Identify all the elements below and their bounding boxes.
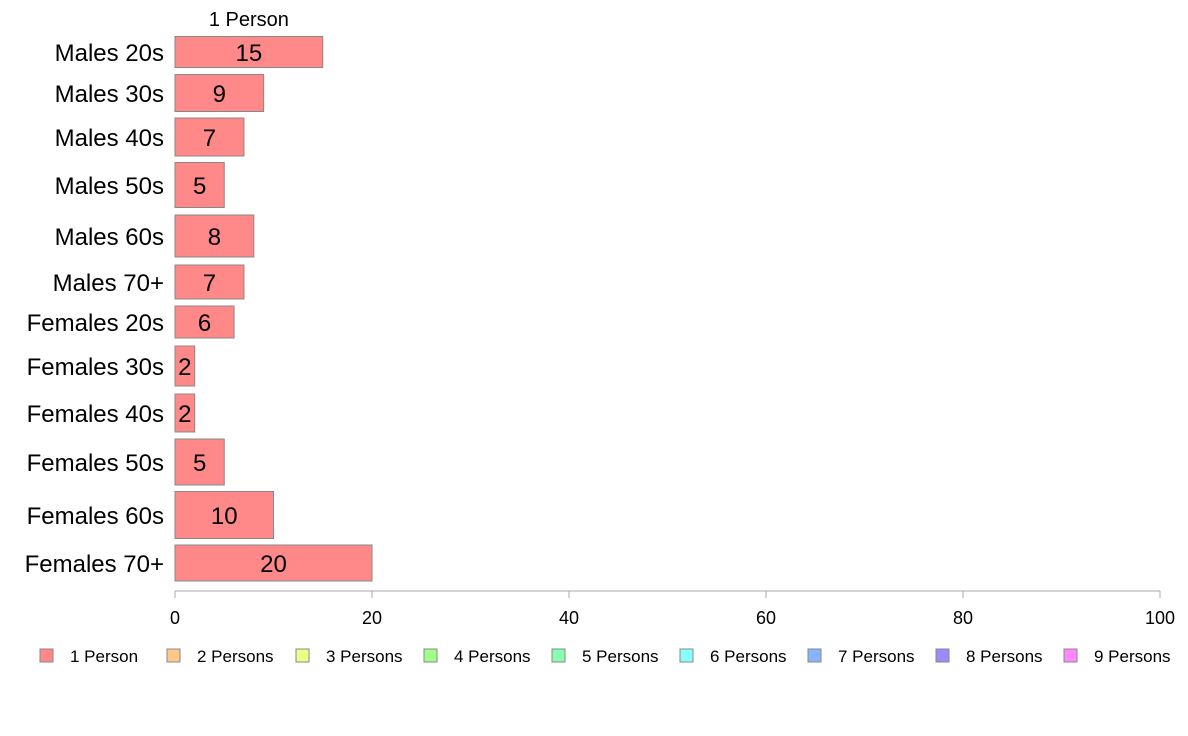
- column-header: 1 Person: [209, 9, 289, 31]
- value-label: 9: [213, 81, 226, 108]
- legend-label: 1 Person: [70, 647, 138, 666]
- legend-swatch: [807, 648, 822, 663]
- x-tick-label: 40: [559, 608, 579, 628]
- legend-swatch: [1063, 648, 1078, 663]
- category-label: Males 60s: [55, 224, 164, 251]
- value-label: 20: [260, 551, 287, 578]
- category-label: Males 50s: [55, 173, 164, 200]
- legend-label: 2 Persons: [197, 647, 274, 666]
- value-label: 7: [203, 125, 216, 152]
- category-label: Males 30s: [55, 81, 164, 108]
- value-label: 5: [193, 450, 206, 477]
- legend-swatch: [423, 648, 438, 663]
- legend-swatch: [39, 648, 54, 663]
- legend-label: 7 Persons: [838, 647, 915, 666]
- category-label: Females 20s: [27, 310, 164, 337]
- legend-swatch: [551, 648, 566, 663]
- x-axis: 0 20 40 60 80 100: [170, 590, 1175, 628]
- bar: [174, 36, 324, 68]
- value-label: 5: [193, 173, 206, 200]
- bar: [174, 491, 274, 539]
- x-tick-label: 80: [953, 608, 973, 628]
- category-label: Males 40s: [55, 125, 164, 152]
- category-label: Females 50s: [27, 450, 164, 477]
- category-label: Males 20s: [55, 40, 164, 67]
- x-tick-label: 20: [362, 608, 382, 628]
- bar: [174, 264, 245, 300]
- bar: [174, 117, 245, 157]
- category-label: Females 40s: [27, 401, 164, 428]
- value-label: 2: [178, 401, 191, 428]
- value-label: 6: [198, 310, 211, 337]
- category-label: Females 60s: [27, 503, 164, 530]
- x-tick-label: 60: [756, 608, 776, 628]
- legend-swatch: [166, 648, 181, 663]
- legend-swatch: [295, 648, 310, 663]
- bar: [174, 214, 255, 258]
- bar: [174, 305, 235, 339]
- category-labels: Males 20s Males 30s Males 40s Males 50s Male…: [25, 40, 164, 578]
- category-label: Females 30s: [27, 354, 164, 381]
- legend-swatch: [679, 648, 694, 663]
- bar: [174, 162, 225, 208]
- bar: [174, 74, 265, 112]
- bar: [174, 345, 196, 387]
- legend-label: 9 Persons: [1094, 647, 1171, 666]
- legend-swatch: [935, 648, 950, 663]
- x-tick-label: 0: [170, 608, 180, 628]
- bars: [174, 36, 373, 582]
- legend-label: 5 Persons: [582, 647, 659, 666]
- legend-label: 4 Persons: [454, 647, 531, 666]
- category-label: Females 70+: [25, 551, 164, 578]
- x-tick-label: 100: [1145, 608, 1175, 628]
- bar: [174, 438, 225, 486]
- legend-label: 8 Persons: [966, 647, 1043, 666]
- value-label: 10: [211, 503, 238, 530]
- value-label: 15: [236, 40, 263, 67]
- value-label: 7: [203, 270, 216, 297]
- bar: [174, 393, 196, 433]
- legend: 1 Person 2 Persons 3 Persons 4 Persons 5 Per…: [39, 647, 1171, 666]
- value-label: 8: [208, 224, 221, 251]
- legend-label: 3 Persons: [326, 647, 403, 666]
- bar: [174, 544, 373, 582]
- legend-label: 6 Persons: [710, 647, 787, 666]
- category-label: Males 70+: [53, 270, 164, 297]
- value-label: 2: [178, 354, 191, 381]
